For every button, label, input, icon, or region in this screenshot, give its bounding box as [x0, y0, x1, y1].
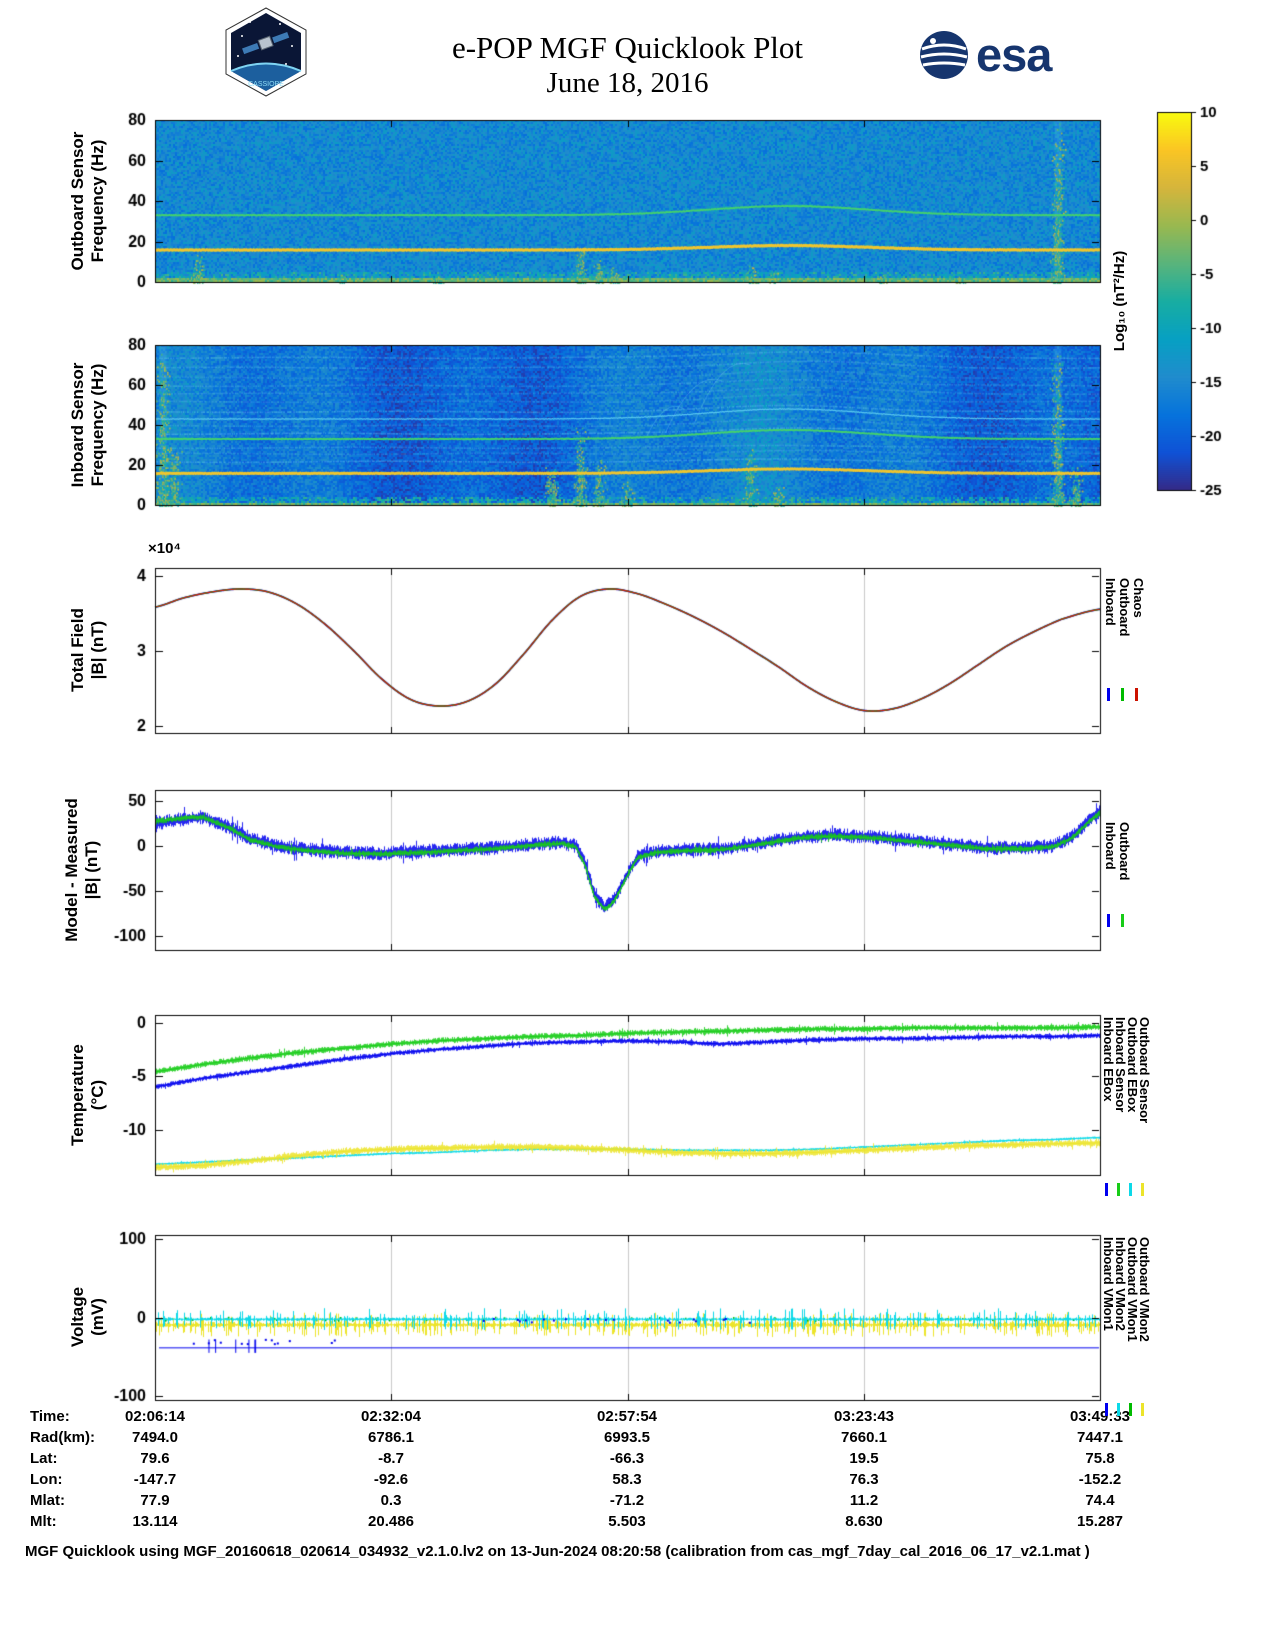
table-row-mlt: Mlt: 13.114 20.486 5.503 8.630 15.287	[30, 1513, 1123, 1530]
esa-emblem-icon	[920, 31, 968, 79]
page-title-block: e-POP MGF Quicklook Plot June 18, 2016	[155, 30, 1100, 100]
legend-dash	[1117, 1183, 1120, 1196]
page-date: June 18, 2016	[546, 67, 709, 99]
table-row-time: Time: 02:06:14 02:32:04 02:57:54 03:23:4…	[30, 1408, 1131, 1425]
legend-dash	[1107, 914, 1110, 927]
cassiope-label: CASSIOPE	[248, 81, 284, 88]
esa-logo-text: esa	[976, 28, 1052, 81]
table-row-mlat: Mlat: 77.9 0.3 -71.2 11.2 74.4	[30, 1492, 1115, 1509]
cassiope-logo: CASSIOPE	[225, 7, 307, 97]
esa-logo: esa	[918, 26, 1052, 84]
colorbar-label: Log₁₀ (nT²/Hz)	[1111, 250, 1128, 352]
y-scale-exponent: ×10⁴	[148, 540, 181, 557]
table-row-lat: Lat: 79.6 -8.7 -66.3 19.5 75.8	[30, 1450, 1115, 1467]
legend-dash	[1135, 688, 1138, 701]
legend-dash	[1141, 1403, 1144, 1416]
legend-dash	[1121, 914, 1124, 927]
legend-dash	[1141, 1183, 1144, 1196]
legend-dash	[1105, 1403, 1108, 1416]
table-row-rad: Rad(km): 7494.0 6786.1 6993.5 7660.1 744…	[30, 1429, 1123, 1446]
legend-dash	[1105, 1183, 1108, 1196]
legend-dash	[1129, 1403, 1132, 1416]
ylabel-voltage: Voltage (mV)	[68, 1286, 107, 1348]
legend-dash	[1107, 688, 1110, 701]
table-row-lon: Lon: -147.7 -92.6 58.3 76.3 -152.2	[30, 1471, 1122, 1488]
footer-text: MGF Quicklook using MGF_20160618_020614_…	[25, 1543, 1090, 1560]
legend-dash	[1121, 688, 1124, 701]
legend-dash	[1117, 1403, 1120, 1416]
page-title: e-POP MGF Quicklook Plot	[451, 30, 804, 65]
legend-dash	[1129, 1183, 1132, 1196]
